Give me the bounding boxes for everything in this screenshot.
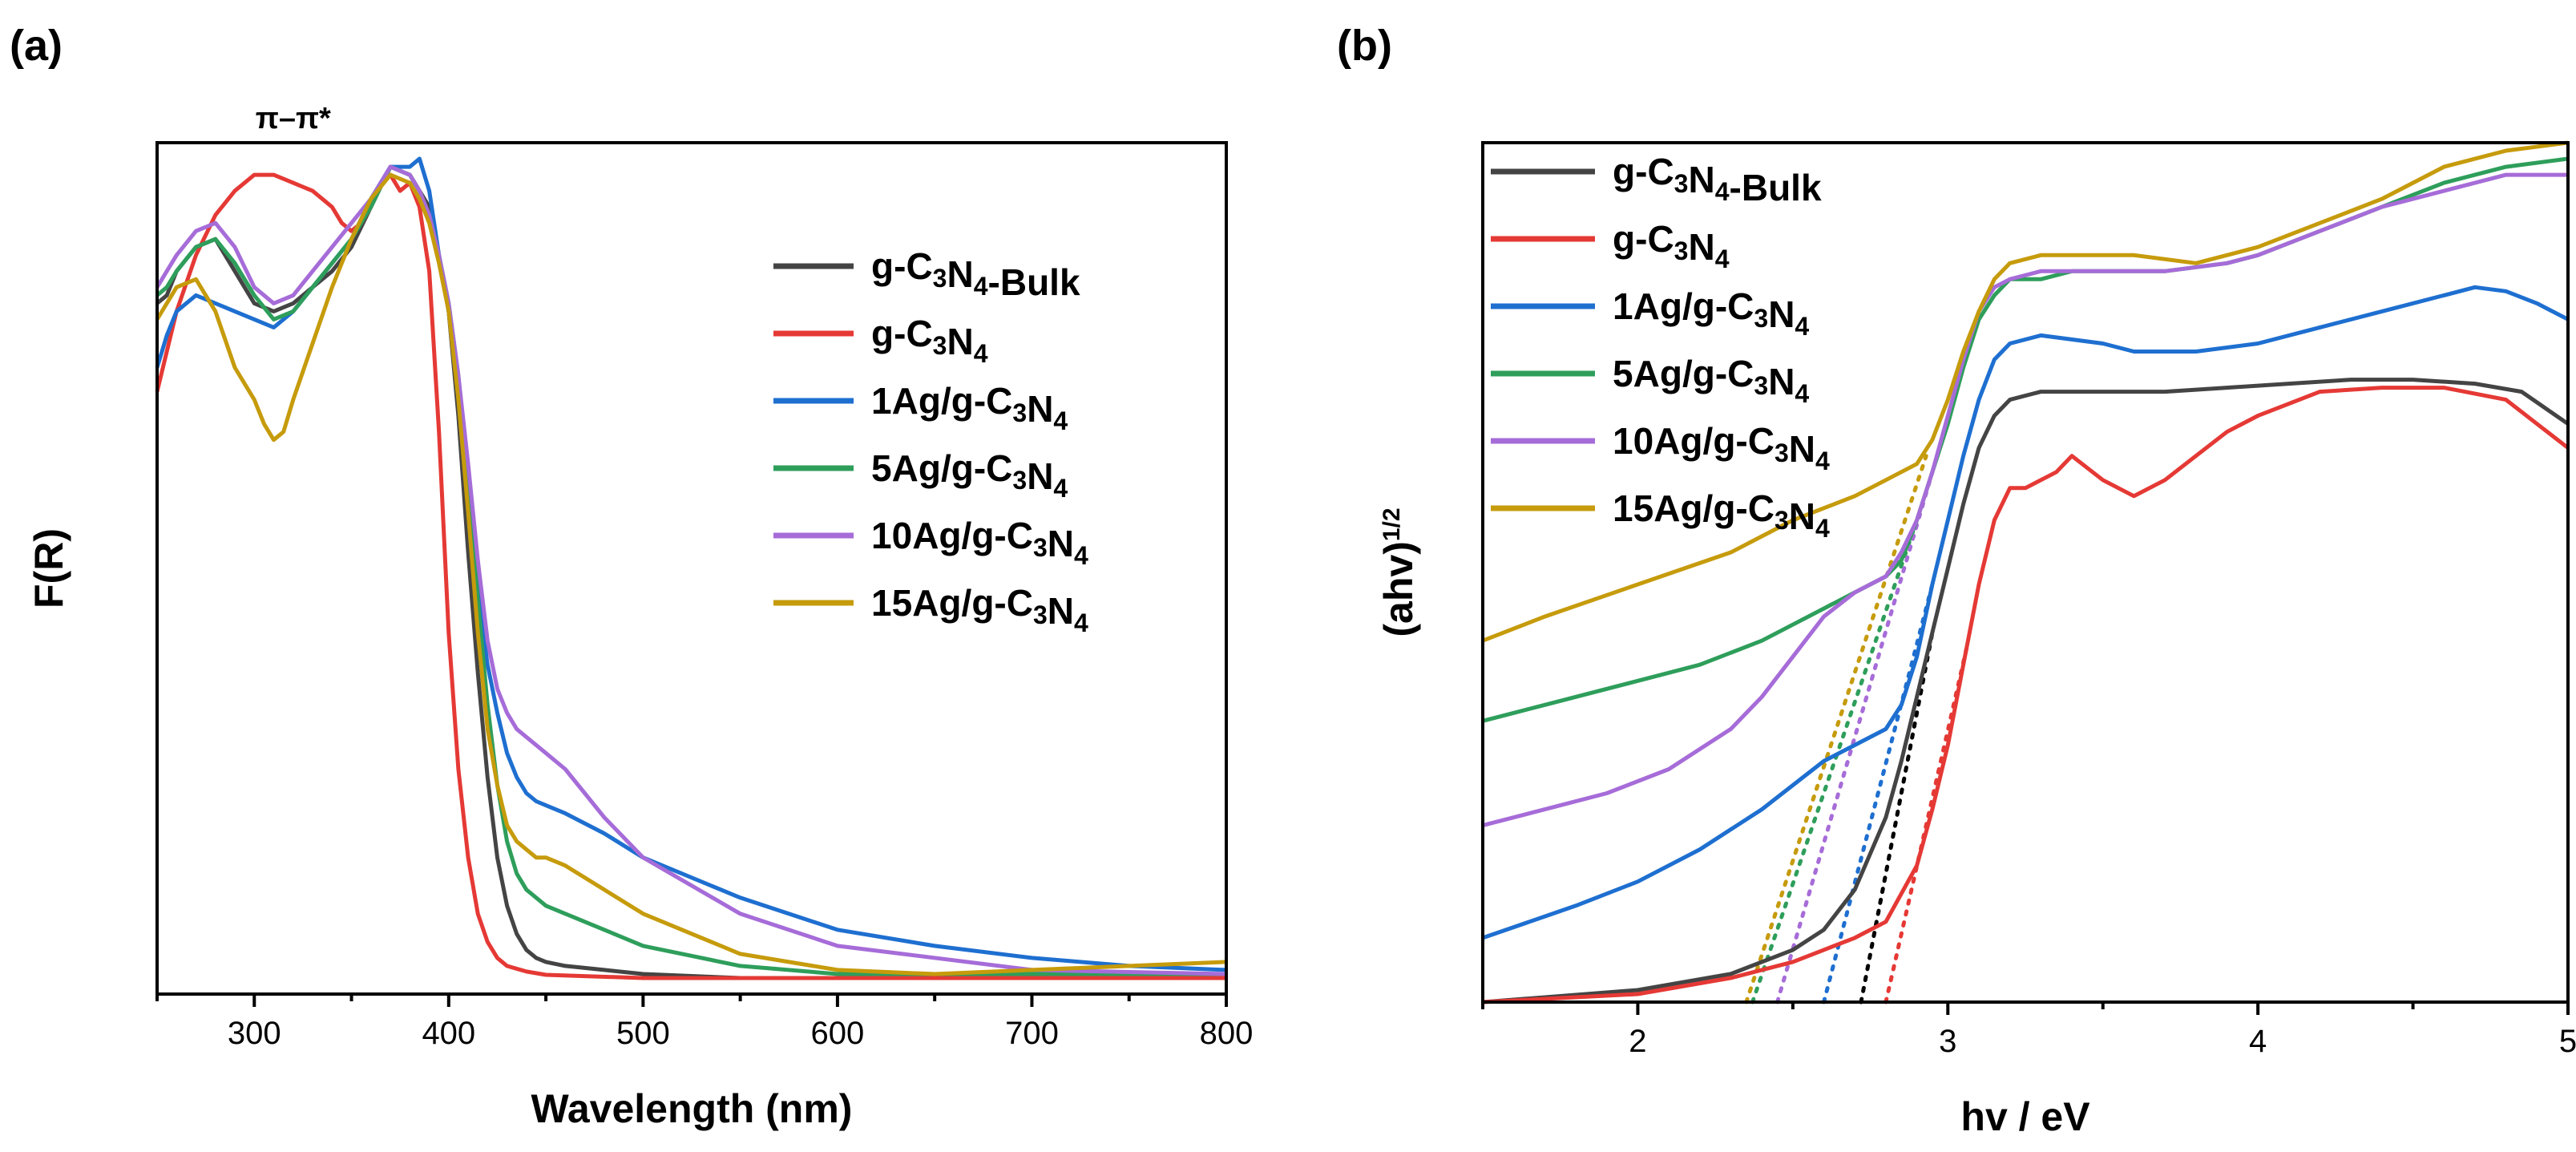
- panel-b-series: [1482, 140, 2570, 1004]
- legend-label: 5Ag/g-C3N4: [871, 447, 1068, 503]
- x-tick-label: 500: [616, 1016, 670, 1051]
- legend-item-15ag-g-c3n4: 15Ag/g-C3N4: [773, 582, 1088, 637]
- series-line-15ag-g-c3n4: [1482, 140, 2569, 643]
- series-line-15ag-g-c3n4: [155, 172, 1227, 976]
- legend-label: 5Ag/g-C3N4: [1613, 353, 1809, 408]
- x-tick-label: 400: [422, 1016, 475, 1051]
- panel-b-y-axis-title: (ahv)1/2: [1376, 507, 1421, 637]
- x-tick-label: 300: [228, 1016, 281, 1051]
- series-line-1ag-g-c3n4: [1482, 285, 2570, 940]
- series-line-g-c3n4-bulk: [1482, 378, 2570, 1004]
- legend-item-g-c3n4: g-C3N4: [1491, 218, 1730, 273]
- panel-a: (a) π–π* 300 400 500 600 700 800 Wavelength (…: [10, 22, 1253, 1131]
- legend-label: g-C3N4-Bulk: [871, 245, 1080, 303]
- legend-item-g-c3n4: g-C3N4: [773, 313, 988, 368]
- series-line-10ag-g-c3n4: [1482, 172, 2568, 828]
- legend-label: g-C3N4: [871, 313, 988, 368]
- panel-b-x-axis-title: hv / eV: [1960, 1094, 2090, 1139]
- legend-label: 1Ag/g-C3N4: [871, 380, 1068, 435]
- legend-label: 15Ag/g-C3N4: [1613, 487, 1830, 543]
- panel-b-label: (b): [1337, 22, 1392, 70]
- panel-a-x-axis-title: Wavelength (nm): [531, 1086, 853, 1131]
- series-line-g-c3n4: [1482, 386, 2570, 1004]
- panel-a-frame: [155, 141, 1228, 996]
- legend-item-10ag-g-c3n4: 10Ag/g-C3N4: [1491, 420, 1830, 475]
- panel-a-label: (a): [10, 22, 63, 70]
- legend-label: g-C3N4: [1613, 218, 1730, 273]
- panel-a-legend: g-C3N4-Bulk g-C3N4 1Ag/g-C3N4 5Ag/g-C3N4 10A…: [773, 245, 1088, 637]
- legend-label: 1Ag/g-C3N4: [1613, 285, 1809, 341]
- x-tick-label: 5: [2559, 1024, 2576, 1059]
- panel-b-frame: [1481, 141, 2570, 1004]
- tangent-line-15ag-g-c3n4: [1744, 454, 1928, 1004]
- panel-b-legend: g-C3N4-Bulk g-C3N4 1Ag/g-C3N4 5Ag/g-C3N4 10A…: [1491, 151, 1830, 543]
- pi-pi-star-annotation: π–π*: [256, 102, 331, 135]
- legend-item-15ag-g-c3n4: 15Ag/g-C3N4: [1491, 487, 1830, 543]
- panel-a-series: [155, 156, 1227, 980]
- panel-b-y-axis-title-superscript: 1/2: [1379, 507, 1405, 541]
- x-tick-label: 3: [1939, 1024, 1956, 1059]
- legend-item-5ag-g-c3n4: 5Ag/g-C3N4: [1491, 353, 1809, 408]
- legend-label: 15Ag/g-C3N4: [871, 582, 1088, 637]
- legend-item-g-c3n4-bulk: g-C3N4-Bulk: [1491, 151, 1822, 208]
- legend-label: 10Ag/g-C3N4: [1613, 420, 1830, 475]
- panel-a-ticks: 300 400 500 600 700 800: [155, 994, 1254, 1051]
- x-tick-label: 600: [811, 1016, 865, 1051]
- x-tick-label: 4: [2249, 1024, 2267, 1059]
- tangent-line-g-c3n4-bulk: [1859, 630, 1935, 1004]
- legend-item-5ag-g-c3n4: 5Ag/g-C3N4: [773, 447, 1068, 503]
- panel-b-tangent-lines: [1744, 454, 1968, 1004]
- legend-item-1ag-g-c3n4: 1Ag/g-C3N4: [1491, 285, 1809, 341]
- legend-item-10ag-g-c3n4: 10Ag/g-C3N4: [773, 515, 1088, 570]
- tangent-line-5ag-g-c3n4: [1750, 518, 1920, 1004]
- x-tick-label: 2: [1629, 1024, 1646, 1059]
- series-line-g-c3n4: [155, 172, 1226, 980]
- legend-item-1ag-g-c3n4: 1Ag/g-C3N4: [773, 380, 1068, 435]
- x-tick-label: 700: [1005, 1016, 1059, 1051]
- tangent-line-1ag-g-c3n4: [1822, 582, 1935, 1004]
- x-tick-label: 800: [1200, 1016, 1254, 1051]
- panel-b-ticks: 2 3 4 5: [1481, 1002, 2576, 1059]
- legend-label: g-C3N4-Bulk: [1613, 151, 1822, 208]
- panel-a-y-axis-title: F(R): [26, 528, 71, 608]
- legend-item-g-c3n4-bulk: g-C3N4-Bulk: [773, 245, 1080, 303]
- tangent-line-10ag-g-c3n4: [1775, 470, 1935, 1004]
- panel-b-y-axis-title-main: (ahv): [1376, 541, 1421, 637]
- legend-label: 10Ag/g-C3N4: [871, 515, 1088, 570]
